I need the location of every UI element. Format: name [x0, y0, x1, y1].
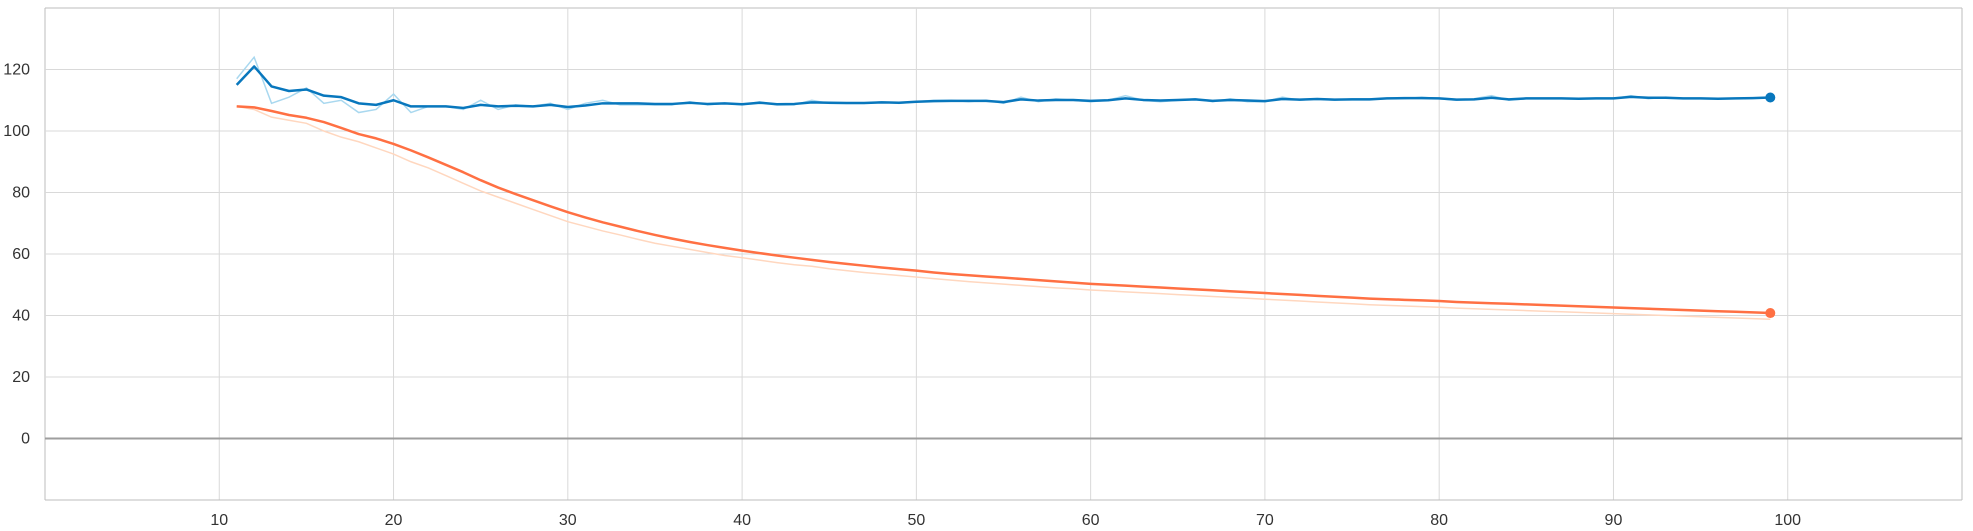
x-tick-label: 80	[1430, 512, 1448, 529]
series-0	[235, 55, 1776, 114]
x-tick-label: 50	[907, 512, 925, 529]
x-tick-label: 100	[1774, 512, 1801, 529]
x-tick-label: 10	[210, 512, 228, 529]
series-raw-line	[236, 55, 1771, 114]
tick-labels: 10 20 30 40 50 60 70 80 90 100 0 20 40 60 80 100 120	[3, 62, 1801, 530]
y-tick-label: 40	[12, 308, 30, 325]
series-layer	[235, 55, 1776, 320]
series-smoothed-line	[235, 65, 1771, 110]
x-tick-label: 20	[385, 512, 403, 529]
series-end-point	[1765, 308, 1776, 319]
y-tick-label: 0	[21, 431, 30, 448]
y-tick-label: 80	[12, 185, 30, 202]
x-tick-label: 90	[1605, 512, 1623, 529]
x-tick-label: 70	[1256, 512, 1274, 529]
y-tick-label: 120	[3, 62, 30, 79]
y-tick-label: 100	[3, 123, 30, 140]
y-tick-label: 60	[12, 246, 30, 263]
grid-lines	[44, 7, 1963, 501]
series-smoothed-line	[236, 105, 1771, 315]
x-tick-label: 40	[733, 512, 751, 529]
x-tick-label: 30	[559, 512, 577, 529]
series-end-point	[1765, 92, 1776, 103]
series-raw-line	[236, 105, 1771, 320]
series-1	[236, 105, 1776, 320]
y-tick-label: 20	[12, 369, 30, 386]
x-tick-label: 60	[1082, 512, 1100, 529]
